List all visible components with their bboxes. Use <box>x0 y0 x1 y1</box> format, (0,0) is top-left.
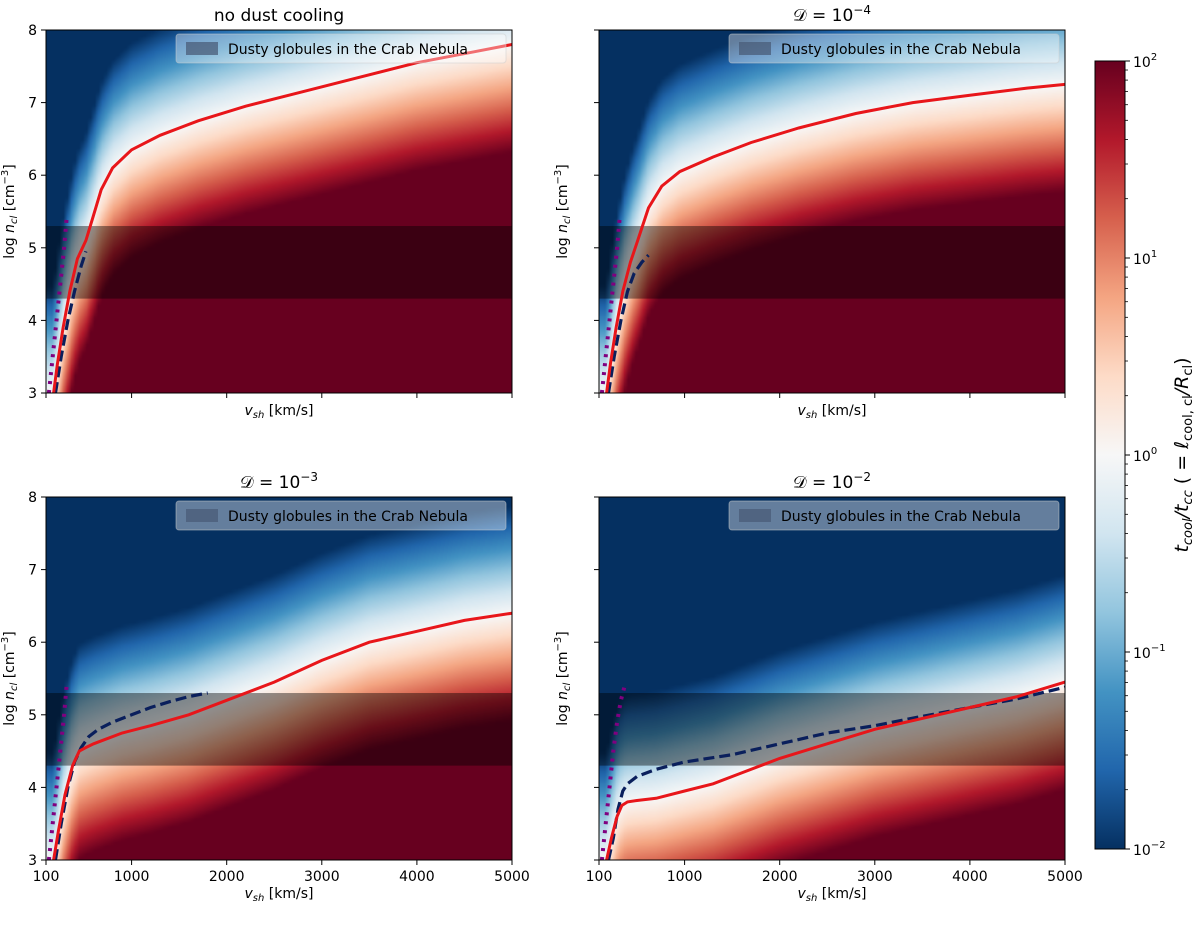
y-axis-label: log ncl [cm−3] <box>553 164 573 258</box>
panel-title: 𝒟 = 10−2 <box>793 470 871 493</box>
y-tick-label: 5 <box>28 241 37 257</box>
legend-swatch <box>186 509 218 522</box>
y-tick-label: 5 <box>28 708 37 724</box>
y-axis-label: log ncl [cm−3] <box>0 164 20 258</box>
panel-D-1e-4: 𝒟 = 10−4 vsh [km/s] log ncl [cm−3] Dusty g… <box>553 3 1066 421</box>
legend-label: Dusty globules in the Crab Nebula <box>228 509 468 525</box>
x-tick-label: 5000 <box>494 869 530 885</box>
curves <box>599 82 1065 393</box>
legend-box <box>175 500 507 531</box>
red-solid-curve <box>605 680 1065 860</box>
legend-swatch <box>739 42 771 55</box>
y-tick-label: 6 <box>28 635 37 651</box>
navy-dashed-curve <box>606 254 650 393</box>
y-tick-label: 3 <box>28 386 37 402</box>
heatmap-image <box>599 30 1065 393</box>
colorbar-tick-label: 10−1 <box>1133 643 1166 662</box>
colorbar-tick-label: 10−2 <box>1133 840 1166 859</box>
colorbar-tick-label: 102 <box>1133 52 1157 71</box>
x-axis-label: vsh [km/s] <box>798 403 867 421</box>
heatmap-image <box>599 497 1065 860</box>
purple-dotted-curve <box>46 681 69 860</box>
curves <box>46 43 512 393</box>
x-tick-label: 100 <box>33 869 60 885</box>
y-tick-label: 7 <box>28 563 37 579</box>
legend-swatch <box>739 509 771 522</box>
legend-box <box>728 33 1060 64</box>
y-tick-label: 3 <box>28 853 37 869</box>
panel-title: 𝒟 = 10−4 <box>793 3 871 26</box>
legend-label: Dusty globules in the Crab Nebula <box>781 42 1021 58</box>
legend: Dusty globules in the Crab Nebula <box>175 33 507 64</box>
y-tick-label: 4 <box>28 780 37 796</box>
legend-swatch <box>186 42 218 55</box>
heatmap-image <box>46 30 512 393</box>
y-axis-label: log ncl [cm−3] <box>0 631 20 725</box>
x-axis-label: vsh [km/s] <box>245 886 314 904</box>
axes-frame <box>598 496 1066 861</box>
red-solid-curve <box>605 82 1065 393</box>
y-tick-label: 8 <box>28 23 37 39</box>
colorbar-gradient <box>1094 60 1126 850</box>
y-axis-label: log ncl [cm−3] <box>553 631 573 725</box>
dusty-globules-band <box>46 226 512 299</box>
x-tick-label: 3000 <box>304 869 340 885</box>
x-tick-label: 100 <box>586 869 613 885</box>
legend-label: Dusty globules in the Crab Nebula <box>781 509 1021 525</box>
legend-box <box>728 500 1060 531</box>
axes-frame <box>45 496 513 861</box>
purple-dotted-curve <box>599 214 622 393</box>
panel-D-1e-2: 𝒟 = 10−2 100 1000 2000 3000 4000 5000 vsh [km/… <box>553 470 1083 904</box>
legend-box <box>175 33 507 64</box>
x-tick-label: 5000 <box>1047 869 1083 885</box>
dusty-globules-band <box>599 226 1065 299</box>
colorbar-label: tcool/tcc ( = ℓcool, cl/Rcl) <box>1171 357 1196 552</box>
legend: Dusty globules in the Crab Nebula <box>728 500 1060 531</box>
y-tick-label: 4 <box>28 313 37 329</box>
x-tick-label: 2000 <box>762 869 798 885</box>
navy-dashed-curve <box>53 250 88 393</box>
x-tick-label: 4000 <box>952 869 988 885</box>
legend: Dusty globules in the Crab Nebula <box>728 33 1060 64</box>
x-tick-label: 2000 <box>209 869 245 885</box>
y-tick-label: 7 <box>28 96 37 112</box>
curves <box>46 611 512 860</box>
x-tick-label: 1000 <box>114 869 150 885</box>
y-tick-label: 8 <box>28 490 37 506</box>
panel-D-1e-3: 𝒟 = 10−3 100 1000 2000 3000 4000 5000 3 4 5 6 7 8 vs… <box>0 470 530 904</box>
x-tick-label: 4000 <box>399 869 435 885</box>
x-axis-label: vsh [km/s] <box>798 886 867 904</box>
curves <box>599 680 1065 860</box>
colorbar-tick-label: 101 <box>1133 249 1157 268</box>
panel-title: no dust cooling <box>214 6 344 26</box>
x-tick-label: 3000 <box>857 869 893 885</box>
panel-title: 𝒟 = 10−3 <box>240 470 318 493</box>
x-axis-label: vsh [km/s] <box>245 403 314 421</box>
colorbar: 10−2 10−1 100 101 102 <box>1094 52 1166 859</box>
axes-frame <box>45 29 513 394</box>
legend: Dusty globules in the Crab Nebula <box>175 500 507 531</box>
dusty-globules-band <box>46 693 512 766</box>
red-solid-curve <box>52 611 512 860</box>
red-solid-curve <box>52 43 512 393</box>
y-tick-label: 6 <box>28 168 37 184</box>
purple-dotted-curve <box>599 685 627 860</box>
legend-label: Dusty globules in the Crab Nebula <box>228 42 468 58</box>
panel-no-dust-cooling: no dust cooling 3 4 5 6 7 8 vsh [km/s] log ncl … <box>0 6 513 421</box>
axes-frame <box>598 29 1066 394</box>
purple-dotted-curve <box>46 214 69 393</box>
colorbar-tick-label: 100 <box>1133 446 1157 465</box>
x-tick-label: 1000 <box>667 869 703 885</box>
